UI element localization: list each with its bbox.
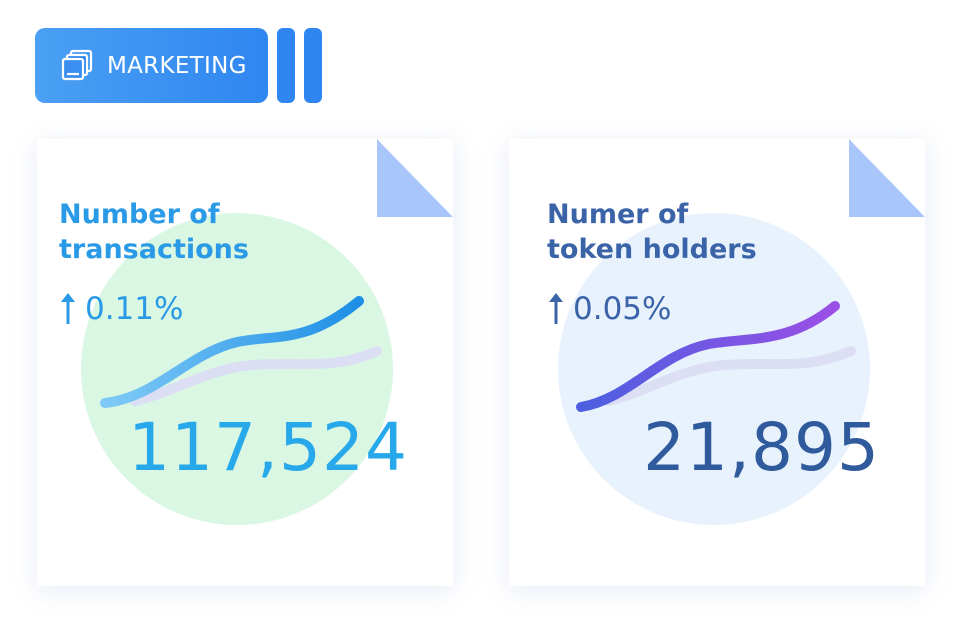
title-line-2: token holders xyxy=(547,234,757,265)
pause-bar-left xyxy=(277,28,295,103)
delta-indicator: 0.11% xyxy=(59,291,183,327)
arrow-up-icon xyxy=(549,293,563,324)
delta-indicator: 0.05% xyxy=(547,291,671,327)
marketing-tag[interactable]: MARKETING xyxy=(35,28,268,103)
title-line-1: Number of xyxy=(59,199,220,230)
card-title: Number of transactions xyxy=(59,197,249,267)
delta-value: 0.05% xyxy=(573,291,672,327)
trend-line xyxy=(100,296,364,408)
trend-chart xyxy=(100,296,382,408)
trend-line-shadow xyxy=(604,346,856,406)
trend-line xyxy=(576,301,840,412)
delta-value: 0.11% xyxy=(85,291,184,327)
trend-line-shadow xyxy=(130,346,382,406)
metric-value: 117,524 xyxy=(128,409,408,486)
layers-icon xyxy=(61,49,93,80)
token-holders-card: Numer of token holders 0.05% 21,895 xyxy=(509,139,925,586)
transactions-card: Number of transactions 0.11% 117,524 xyxy=(37,139,453,586)
card-title: Numer of token holders xyxy=(547,197,757,267)
title-line-2: transactions xyxy=(59,234,249,265)
arrow-up-icon xyxy=(61,293,75,324)
title-line-1: Numer of xyxy=(547,199,689,230)
metric-value: 21,895 xyxy=(643,409,880,486)
tag-label: MARKETING xyxy=(107,52,247,79)
pause-bar-right xyxy=(304,28,322,103)
trend-chart xyxy=(576,301,856,412)
